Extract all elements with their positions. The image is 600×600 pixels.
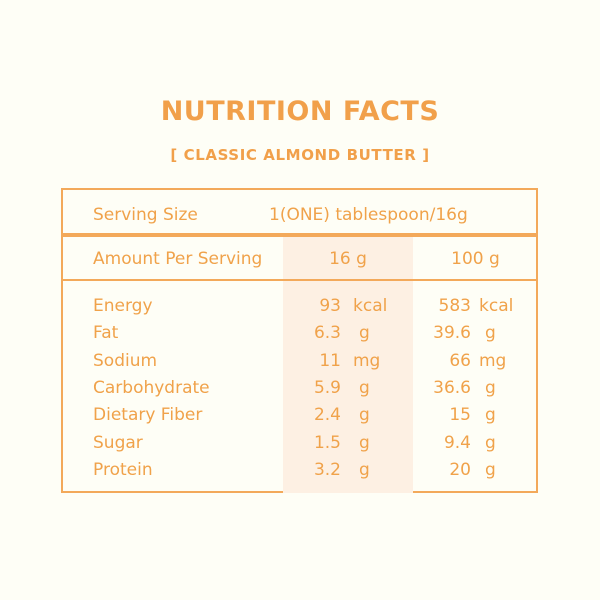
serving-size-value: 1(ONE) tablespoon/16g xyxy=(269,205,468,225)
per-100g-unit: g xyxy=(485,432,496,453)
per-100g-unit: mg xyxy=(479,350,507,371)
serving-divider xyxy=(63,233,536,237)
per-100g-value: 39.6 xyxy=(433,323,471,344)
nutrient-name: Sodium xyxy=(93,350,158,371)
per-serving-unit: g xyxy=(359,459,370,480)
per-serving-value: 11 xyxy=(319,350,341,371)
column-header-100g: 100 g xyxy=(451,249,500,269)
per-serving-unit: g xyxy=(359,377,370,398)
per-serving-unit: g xyxy=(359,323,370,344)
per-100g-unit: kcal xyxy=(479,296,514,316)
amount-per-serving-label: Amount Per Serving xyxy=(93,249,263,269)
per-serving-unit: mg xyxy=(353,350,381,371)
per-100g-value: 583 xyxy=(438,296,471,316)
nutrient-name: Sugar xyxy=(93,432,143,453)
per-serving-unit: g xyxy=(359,432,370,453)
per-serving-unit: g xyxy=(359,405,370,426)
per-serving-value: 6.3 xyxy=(313,323,341,344)
per-100g-unit: g xyxy=(485,405,496,426)
per-serving-value: 2.4 xyxy=(313,405,341,426)
page-title: NUTRITION FACTS xyxy=(160,96,440,127)
serving-size-label: Serving Size xyxy=(93,205,198,225)
product-name: [ CLASSIC ALMOND BUTTER ] xyxy=(170,146,430,164)
per-100g-value: 36.6 xyxy=(433,377,471,398)
header-divider xyxy=(63,279,536,281)
per-100g-unit: g xyxy=(485,377,496,398)
column-header-serving: 16 g xyxy=(329,249,367,269)
nutrient-name: Energy xyxy=(93,296,153,316)
per-serving-value: 5.9 xyxy=(313,377,341,398)
per-serving-value: 93 xyxy=(319,296,341,316)
nutrition-table: Serving Size 1(ONE) tablespoon/16g Amoun… xyxy=(61,188,538,493)
per-100g-value: 15 xyxy=(449,405,471,426)
per-100g-unit: g xyxy=(485,323,496,344)
per-serving-value: 3.2 xyxy=(313,459,341,480)
per-100g-value: 66 xyxy=(449,350,471,371)
per-100g-unit: g xyxy=(485,459,496,480)
nutrient-name: Protein xyxy=(93,459,153,480)
nutrient-name: Carbohydrate xyxy=(93,377,210,398)
per-serving-value: 1.5 xyxy=(313,432,341,453)
nutrient-name: Dietary Fiber xyxy=(93,405,203,426)
per-100g-value: 9.4 xyxy=(443,432,471,453)
per-serving-unit: kcal xyxy=(353,296,388,316)
per-100g-value: 20 xyxy=(449,459,471,480)
nutrient-name: Fat xyxy=(93,323,119,344)
